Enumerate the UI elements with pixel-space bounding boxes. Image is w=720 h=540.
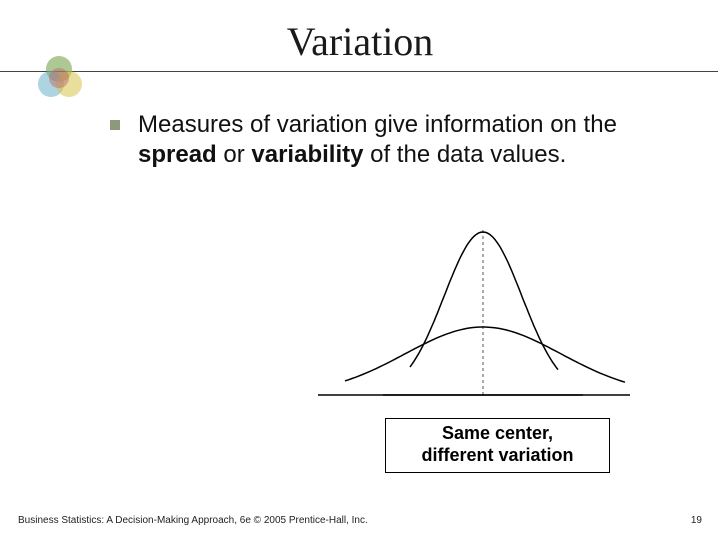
page-number: 19 xyxy=(691,515,702,526)
bullet-text: Measures of variation give information o… xyxy=(138,110,660,170)
footer-text: Business Statistics: A Decision-Making A… xyxy=(18,515,368,526)
logo-icon xyxy=(35,54,91,107)
bullet-marker-icon xyxy=(110,120,120,130)
chart-caption: Same center, different variation xyxy=(385,418,610,473)
slide-title: Variation xyxy=(0,18,720,65)
variation-curves-chart xyxy=(300,222,630,422)
bullet-item: Measures of variation give information o… xyxy=(110,110,660,170)
